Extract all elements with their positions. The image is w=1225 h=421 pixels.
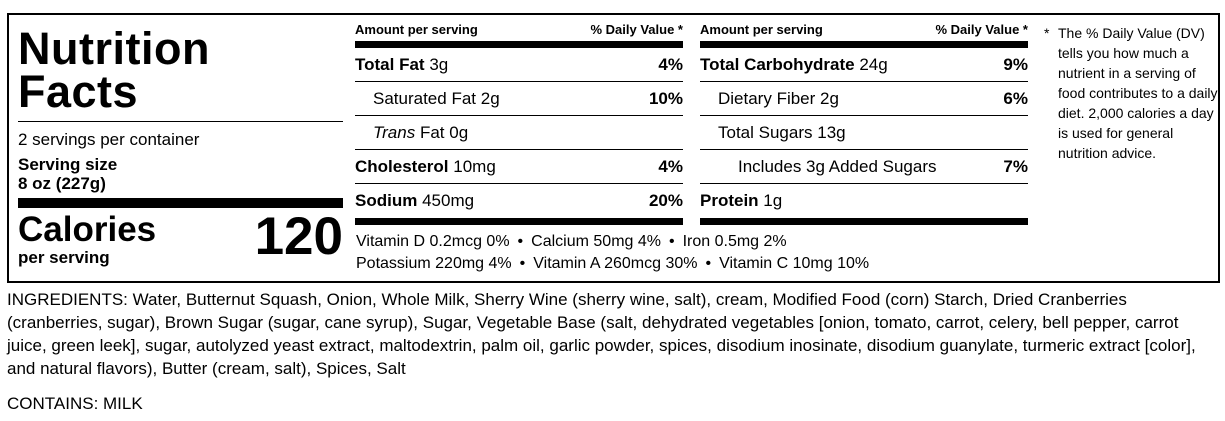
bottom-divider <box>355 218 683 225</box>
nutrient-dv: 9% <box>1003 54 1028 74</box>
serving-size-value: 8 oz (227g) <box>18 174 106 193</box>
nutrient-amount: 1g <box>763 191 783 210</box>
header-amount: Amount per serving <box>355 21 478 37</box>
vitamin-c: Vitamin C 10mg 10% <box>719 255 870 272</box>
calcium: Calcium 50mg 4% <box>531 233 661 250</box>
nutrient-row-total-sugars: Total Sugars 13g <box>700 116 1028 150</box>
nutrient-dv: 7% <box>1003 156 1028 176</box>
nutrient-amount: 24g <box>859 54 888 74</box>
thick-divider <box>18 198 343 208</box>
header-amount: Amount per serving <box>700 21 823 37</box>
title-line-2: Facts <box>18 66 139 117</box>
nutrient-row-total-carbohydrate: Total Carbohydrate 24g 9% <box>700 48 1028 82</box>
divider <box>18 121 343 122</box>
separator: • <box>519 255 526 272</box>
calories-per-serving: per serving <box>18 248 110 267</box>
nutrient-table-right: Amount per serving % Daily Value * Total… <box>700 17 1028 225</box>
nutrient-amount: 2g <box>820 88 839 108</box>
potassium: Potassium 220mg 4% <box>356 255 512 272</box>
nutrient-dv: 6% <box>1003 88 1028 108</box>
calories-label: Calories <box>18 210 157 249</box>
header-daily-value: % Daily Value * <box>935 21 1029 37</box>
table-header: Amount per serving % Daily Value * <box>355 17 683 41</box>
nutrient-amount: 0g <box>449 122 469 142</box>
nutrient-row-protein: Protein 1g <box>700 184 1028 218</box>
vitamin-d: Vitamin D 0.2mcg 0% <box>356 233 510 250</box>
separator: • <box>705 255 712 272</box>
allergen-statement: CONTAINS: MILK <box>7 394 143 413</box>
nutrient-dv: 20% <box>648 191 683 210</box>
nutrient-name: Total Fat <box>355 54 425 74</box>
separator: • <box>517 233 524 250</box>
calories-row: Calories per serving 120 <box>18 208 343 268</box>
nutrient-row-saturated-fat: Saturated Fat 2g 10% <box>355 82 683 116</box>
nutrient-row-added-sugars: Includes 3g Added Sugars 7% <box>700 150 1028 184</box>
nutrient-table-left: Amount per serving % Daily Value * Total… <box>355 17 683 225</box>
table-header: Amount per serving % Daily Value * <box>700 17 1028 41</box>
nutrient-amount: 450mg <box>422 191 475 210</box>
nutrient-row-total-fat: Total Fat 3g 4% <box>355 48 683 82</box>
nutrient-amount: 3g <box>429 54 449 74</box>
nutrient-row-dietary-fiber: Dietary Fiber 2g 6% <box>700 82 1028 116</box>
nutrition-label: Nutrition Facts 2 servings per container… <box>7 13 1220 283</box>
header-daily-value: % Daily Value * <box>590 21 684 37</box>
nutrient-name: Protein <box>700 191 759 210</box>
nutrient-dv: 4% <box>658 156 683 176</box>
label-title: Nutrition Facts <box>18 23 343 117</box>
nutrient-name: Cholesterol <box>355 156 449 176</box>
nutrient-name-rest: Fat <box>419 122 445 142</box>
footnote-text: The % Daily Value (DV) tells you how muc… <box>1058 25 1218 161</box>
bottom-divider <box>700 218 1028 225</box>
nutrient-name: Total Carbohydrate <box>700 54 855 74</box>
footnote-asterisk: * <box>1044 25 1050 41</box>
nutrient-name: Dietary Fiber <box>718 88 816 108</box>
nutrient-name: Trans <box>373 122 416 142</box>
serving-size-label: Serving size <box>18 155 118 174</box>
label-summary: Nutrition Facts 2 servings per container… <box>18 17 343 268</box>
nutrient-dv: 4% <box>658 54 683 74</box>
ingredients-text: INGREDIENTS: Water, Butternut Squash, On… <box>7 290 1196 378</box>
daily-value-footnote: * The % Daily Value (DV) tells you how m… <box>1044 23 1219 163</box>
vitamins-minerals: Vitamin D 0.2mcg 0% • Calcium 50mg 4% • Iron… <box>356 231 1036 275</box>
vitamins-line-1: Vitamin D 0.2mcg 0% • Calcium 50mg 4% • Iron… <box>356 231 1036 253</box>
nutrient-name: Sodium <box>355 191 418 210</box>
header-divider <box>355 41 683 48</box>
vitamins-line-2: Potassium 220mg 4% • Vitamin A 260mcg 30% •… <box>356 253 1036 275</box>
nutrient-amount: 2g <box>480 88 500 108</box>
vitamin-a: Vitamin A 260mcg 30% <box>533 255 698 272</box>
servings-per-container: 2 servings per container <box>18 130 200 149</box>
nutrient-row-trans-fat: Trans Fat 0g <box>355 116 683 150</box>
iron: Iron 0.5mg 2% <box>682 233 787 250</box>
nutrient-name: Total Sugars <box>718 122 813 142</box>
nutrient-dv: 10% <box>648 88 683 108</box>
nutrient-amount: 10mg <box>453 156 496 176</box>
calories-value: 120 <box>254 207 343 266</box>
title-line-1: Nutrition <box>18 23 210 74</box>
header-divider <box>700 41 1028 48</box>
nutrient-amount: 13g <box>817 122 846 142</box>
nutrient-row-cholesterol: Cholesterol 10mg 4% <box>355 150 683 184</box>
nutrient-name: Saturated Fat <box>373 88 477 108</box>
nutrient-row-sodium: Sodium 450mg 20% <box>355 184 683 218</box>
nutrient-name: Includes 3g Added Sugars <box>738 156 937 176</box>
separator: • <box>668 233 675 250</box>
